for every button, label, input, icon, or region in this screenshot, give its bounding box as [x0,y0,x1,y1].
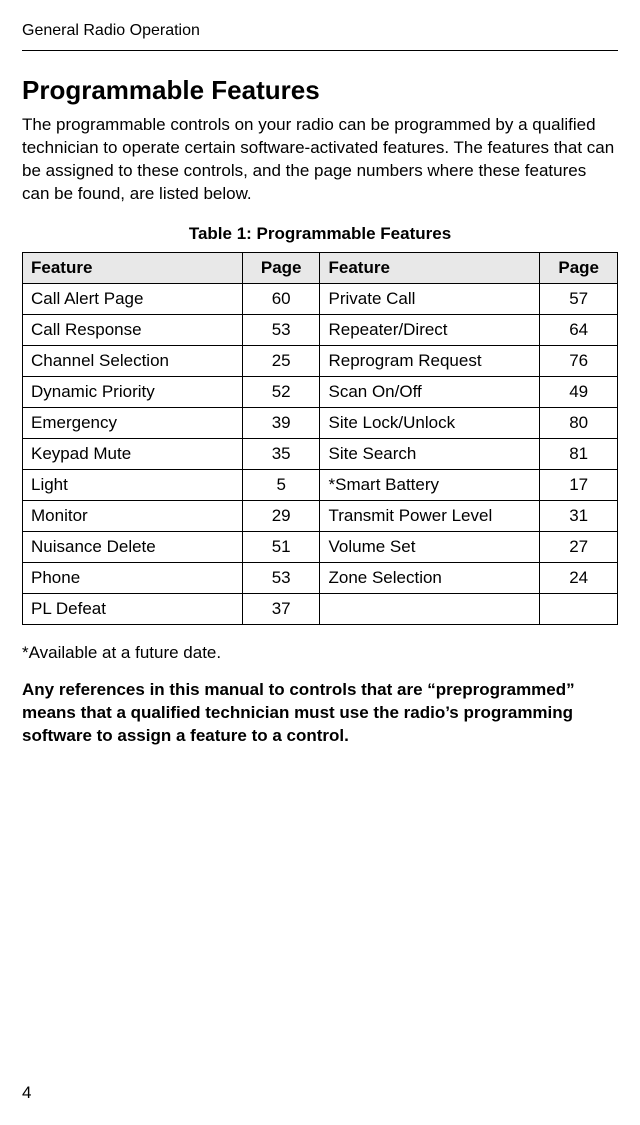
intro-paragraph: The programmable controls on your radio … [22,114,618,206]
page-cell: 49 [540,376,618,407]
table-row: Phone53Zone Selection24 [23,562,618,593]
header-rule [22,50,618,51]
feature-cell: Scan On/Off [320,376,540,407]
footnote: *Available at a future date. [22,643,618,663]
page-cell: 17 [540,469,618,500]
page-cell: 39 [242,407,320,438]
feature-cell: Zone Selection [320,562,540,593]
page-cell: 81 [540,438,618,469]
table-header-page: Page [540,252,618,283]
page-cell: 76 [540,345,618,376]
feature-cell: Dynamic Priority [23,376,243,407]
table-row: Monitor29Transmit Power Level31 [23,500,618,531]
feature-cell [320,593,540,624]
feature-cell: Call Response [23,314,243,345]
page-cell: 51 [242,531,320,562]
page-cell: 53 [242,562,320,593]
feature-cell: *Smart Battery [320,469,540,500]
page-cell: 27 [540,531,618,562]
table-row: PL Defeat37 [23,593,618,624]
table-row: Channel Selection25Reprogram Request76 [23,345,618,376]
page-cell: 31 [540,500,618,531]
features-table: Feature Page Feature Page Call Alert Pag… [22,252,618,625]
table-row: Dynamic Priority52Scan On/Off49 [23,376,618,407]
page-cell: 35 [242,438,320,469]
page-cell: 64 [540,314,618,345]
feature-cell: Light [23,469,243,500]
feature-cell: Repeater/Direct [320,314,540,345]
table-row: Call Response53Repeater/Direct64 [23,314,618,345]
table-row: Emergency39Site Lock/Unlock80 [23,407,618,438]
feature-cell: Emergency [23,407,243,438]
table-row: Nuisance Delete51Volume Set27 [23,531,618,562]
feature-cell: Monitor [23,500,243,531]
feature-cell: Reprogram Request [320,345,540,376]
table-header-feature: Feature [23,252,243,283]
page-cell: 25 [242,345,320,376]
feature-cell: Nuisance Delete [23,531,243,562]
page-number: 4 [22,1083,31,1103]
section-title: Programmable Features [22,75,618,106]
feature-cell: Private Call [320,283,540,314]
table-header-page: Page [242,252,320,283]
page-header: General Radio Operation [22,22,618,40]
table-row: Keypad Mute35Site Search81 [23,438,618,469]
feature-cell: Channel Selection [23,345,243,376]
page-cell: 29 [242,500,320,531]
page-cell: 80 [540,407,618,438]
page-cell: 5 [242,469,320,500]
table-caption: Table 1: Programmable Features [22,224,618,244]
feature-cell: Keypad Mute [23,438,243,469]
table-header-row: Feature Page Feature Page [23,252,618,283]
page-cell: 24 [540,562,618,593]
feature-cell: Volume Set [320,531,540,562]
table-header-feature: Feature [320,252,540,283]
page-cell [540,593,618,624]
feature-cell: Call Alert Page [23,283,243,314]
page-cell: 37 [242,593,320,624]
page-cell: 52 [242,376,320,407]
feature-cell: PL Defeat [23,593,243,624]
page-cell: 53 [242,314,320,345]
table-row: Call Alert Page60Private Call57 [23,283,618,314]
table-row: Light5*Smart Battery17 [23,469,618,500]
page-cell: 57 [540,283,618,314]
feature-cell: Transmit Power Level [320,500,540,531]
bold-paragraph: Any references in this manual to control… [22,679,618,748]
feature-cell: Site Lock/Unlock [320,407,540,438]
feature-cell: Phone [23,562,243,593]
page-cell: 60 [242,283,320,314]
feature-cell: Site Search [320,438,540,469]
